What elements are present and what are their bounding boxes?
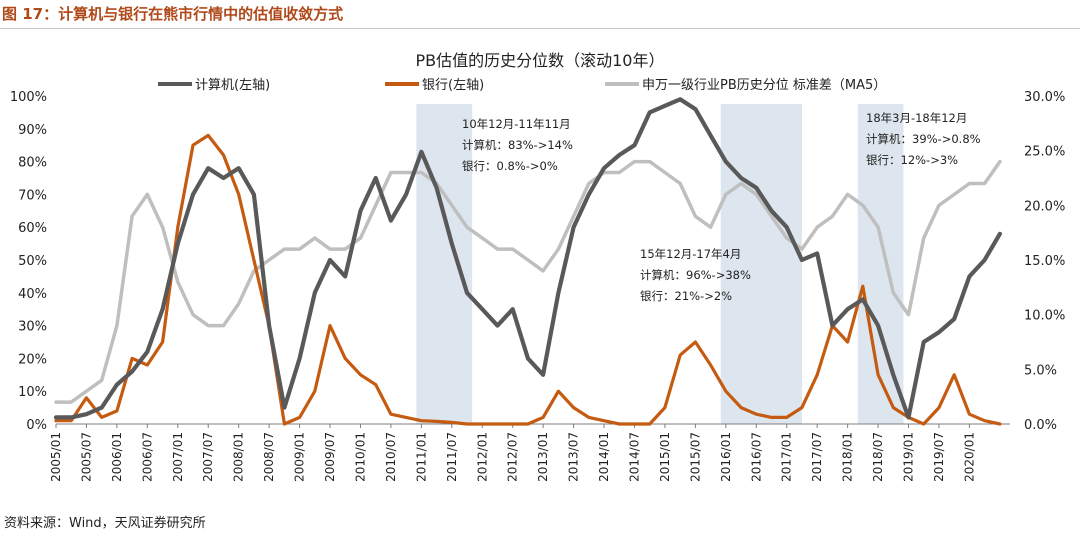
right-tick-label: 5.0% xyxy=(1024,363,1057,378)
x-tick-label: 2007/07 xyxy=(201,432,215,482)
x-tick-label: 2011/07 xyxy=(445,432,459,482)
x-tick-label: 2006/01 xyxy=(110,432,124,482)
legend-label-0: 计算机(左轴) xyxy=(195,78,270,93)
source-note: 资料来源：Wind，天风证券研究所 xyxy=(4,516,206,531)
x-tick-label: 2016/07 xyxy=(749,432,763,482)
left-tick-label: 10% xyxy=(18,385,47,400)
title-divider xyxy=(0,28,1080,29)
x-tick-label: 2005/01 xyxy=(49,432,63,482)
x-tick-label: 2009/07 xyxy=(323,432,337,482)
x-tick-label: 2015/07 xyxy=(688,432,702,482)
series-line-2 xyxy=(54,159,1002,404)
x-tick-label: 2011/01 xyxy=(414,432,428,482)
left-tick-label: 70% xyxy=(18,188,47,203)
x-tick-label: 2015/01 xyxy=(658,432,672,482)
right-tick-label: 20.0% xyxy=(1024,199,1065,214)
x-tick-label: 2012/01 xyxy=(475,432,489,482)
left-tick-label: 0% xyxy=(26,418,47,433)
annotation-2-line-0: 18年3月-18年12月 xyxy=(866,111,967,125)
legend: 计算机(左轴) 银行(左轴) 申万一级行业PB历史分位 标准差（MA5） xyxy=(158,78,886,93)
annotation-0-line-1: 计算机：83%->14% xyxy=(462,138,573,152)
highlight-band-2 xyxy=(857,104,904,424)
x-tick-label: 2008/07 xyxy=(262,432,276,482)
highlight-bands xyxy=(416,104,904,424)
legend-label-2: 申万一级行业PB历史分位 标准差（MA5） xyxy=(642,78,886,93)
x-tick-label: 2020/01 xyxy=(962,432,976,482)
left-tick-label: 20% xyxy=(18,352,47,367)
left-tick-label: 100% xyxy=(10,90,47,105)
x-tick-label: 2009/01 xyxy=(293,432,307,482)
x-tick-label: 2018/07 xyxy=(871,432,885,482)
x-tick-label: 2010/01 xyxy=(353,432,367,482)
left-y-axis: 0% 10% 20% 30% 40% 50% 60% 70% 80% 90% 100% xyxy=(10,90,47,433)
annotation-0-line-0: 10年12月-11年11月 xyxy=(462,117,571,131)
annotation-0-line-2: 银行：0.8%->0% xyxy=(462,159,558,173)
right-tick-label: 10.0% xyxy=(1024,309,1065,324)
x-tick-label: 2014/01 xyxy=(597,432,611,482)
highlight-band-1 xyxy=(720,104,802,424)
x-tick-label: 2019/07 xyxy=(932,432,946,482)
left-tick-label: 30% xyxy=(18,320,47,335)
left-tick-label: 80% xyxy=(18,156,47,171)
x-tick-label: 2014/07 xyxy=(627,432,641,482)
x-tick-label: 2019/01 xyxy=(902,432,916,482)
right-tick-label: 25.0% xyxy=(1024,145,1065,160)
series-line-1 xyxy=(54,133,1002,426)
x-tick-label: 2013/07 xyxy=(567,432,581,482)
series-line-0 xyxy=(53,97,1002,420)
series-lines xyxy=(53,97,1002,426)
x-tick-label: 2007/01 xyxy=(171,432,185,482)
left-tick-label: 60% xyxy=(18,221,47,236)
right-y-axis: 0.0% 5.0% 10.0% 15.0% 20.0% 25.0% 30.0% xyxy=(1024,90,1065,433)
right-tick-label: 15.0% xyxy=(1024,254,1065,269)
figure-title: 图 17：计算机与银行在熊市行情中的估值收敛方式 xyxy=(2,5,344,23)
x-tick-label: 2017/07 xyxy=(810,432,824,482)
annotation-1-line-1: 计算机：96%->38% xyxy=(640,268,751,282)
annotation-1-line-2: 银行：21%->2% xyxy=(640,289,732,303)
left-tick-label: 40% xyxy=(18,287,47,302)
legend-label-1: 银行(左轴) xyxy=(422,78,484,93)
annotation-2-line-2: 银行：12%->3% xyxy=(866,153,958,167)
x-tick-label: 2008/01 xyxy=(232,432,246,482)
x-tick-label: 2013/01 xyxy=(536,432,550,482)
x-tick-label: 2010/07 xyxy=(384,432,398,482)
x-tick-label: 2006/07 xyxy=(140,432,154,482)
x-tick-label: 2018/01 xyxy=(841,432,855,482)
x-tick-label: 2012/07 xyxy=(506,432,520,482)
left-tick-label: 50% xyxy=(18,254,47,269)
left-tick-label: 90% xyxy=(18,123,47,138)
annotation-2-line-1: 计算机：39%->0.8% xyxy=(866,132,981,146)
x-tick-label: 2017/01 xyxy=(780,432,794,482)
chart-title: PB估值的历史分位数（滚动10年） xyxy=(416,51,665,70)
x-tick-label: 2016/01 xyxy=(719,432,733,482)
x-tick-label: 2005/07 xyxy=(79,432,93,482)
highlight-band-0 xyxy=(416,104,473,424)
right-tick-label: 30.0% xyxy=(1024,90,1065,105)
x-axis: 2005/01 2005/07 2006/01 2006/07 2007/01 2007/… xyxy=(49,423,1010,482)
annotation-1-line-0: 15年12月-17年4月 xyxy=(640,247,741,261)
right-tick-label: 0.0% xyxy=(1024,418,1057,433)
